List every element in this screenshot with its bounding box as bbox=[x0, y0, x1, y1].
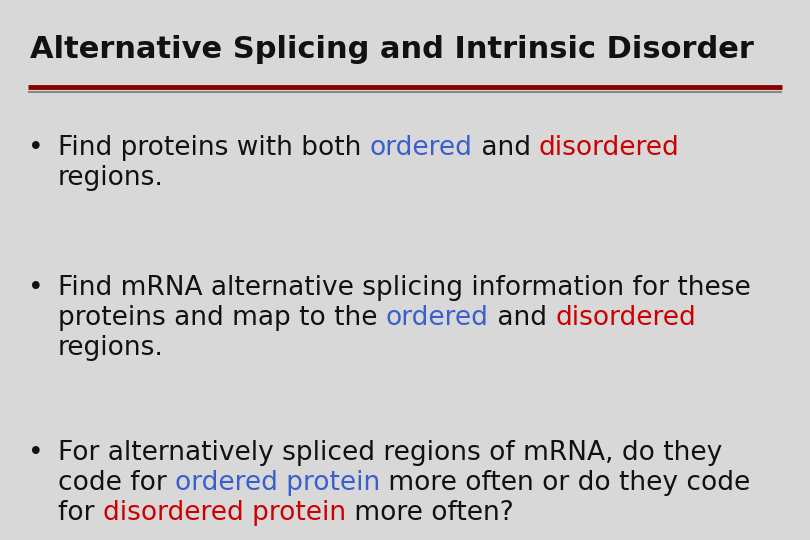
Text: ordered: ordered bbox=[369, 135, 472, 161]
Text: •: • bbox=[28, 135, 44, 161]
Text: ordered protein: ordered protein bbox=[175, 470, 381, 496]
Text: regions.: regions. bbox=[58, 335, 164, 361]
Text: more often?: more often? bbox=[346, 500, 514, 526]
Text: Find proteins with both: Find proteins with both bbox=[58, 135, 369, 161]
Text: regions.: regions. bbox=[58, 165, 164, 191]
Text: disordered: disordered bbox=[555, 305, 696, 331]
Text: disordered: disordered bbox=[539, 135, 680, 161]
Text: •: • bbox=[28, 440, 44, 466]
Text: more often or do they code: more often or do they code bbox=[381, 470, 751, 496]
Text: •: • bbox=[28, 275, 44, 301]
Text: ordered: ordered bbox=[386, 305, 488, 331]
Text: and: and bbox=[472, 135, 539, 161]
Text: and: and bbox=[488, 305, 555, 331]
Text: Find mRNA alternative splicing information for these: Find mRNA alternative splicing informati… bbox=[58, 275, 751, 301]
Text: disordered protein: disordered protein bbox=[103, 500, 346, 526]
Text: For alternatively spliced regions of mRNA, do they: For alternatively spliced regions of mRN… bbox=[58, 440, 723, 466]
Text: code for: code for bbox=[58, 470, 175, 496]
Text: Alternative Splicing and Intrinsic Disorder: Alternative Splicing and Intrinsic Disor… bbox=[30, 35, 754, 64]
Text: proteins and map to the: proteins and map to the bbox=[58, 305, 386, 331]
Text: for: for bbox=[58, 500, 103, 526]
